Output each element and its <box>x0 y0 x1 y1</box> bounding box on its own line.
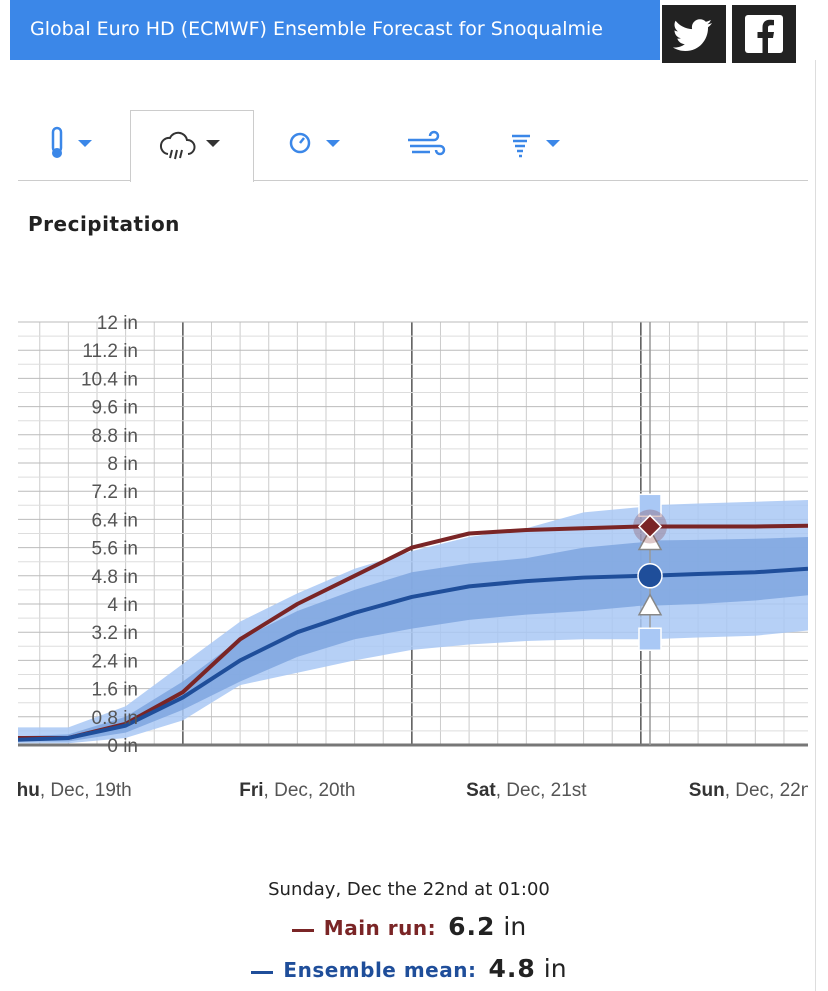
y-tick-label: 2.4 in <box>92 651 138 672</box>
facebook-icon <box>745 15 783 53</box>
y-tick-label: 5.6 in <box>92 539 138 560</box>
tooltip-label: Ensemble mean: <box>283 958 477 982</box>
y-tick-label: 1.6 in <box>92 680 138 701</box>
marker-square <box>638 627 662 651</box>
x-tick-date: , Dec, 21st <box>496 780 588 801</box>
facebook-button[interactable] <box>732 5 796 63</box>
precipitation-tab[interactable] <box>159 131 220 160</box>
tooltip-unit: in <box>543 954 567 983</box>
chart: Thu, Dec, 19th Fri, Dec, 20th Sat, Dec, 21… <box>5 313 820 801</box>
series-line <box>18 566 808 742</box>
plot-area: Thu, Dec, 19th Fri, Dec, 20th Sat, Dec, 21… <box>5 321 820 801</box>
x-tick-date: , Dec, 22nd <box>725 780 820 801</box>
section-title: Precipitation <box>28 212 180 236</box>
y-tick-label: 8.8 in <box>92 426 138 447</box>
ensemble-band <box>18 537 808 742</box>
twitter-icon <box>672 19 712 51</box>
marker-circle <box>637 563 663 589</box>
x-tick-label: Sat, Dec, 21st <box>466 780 587 801</box>
header-title: Global Euro HD (ECMWF) Ensemble Forecast… <box>10 0 660 60</box>
x-tick-date: , Dec, 19th <box>40 780 132 801</box>
active-tab[interactable] <box>130 110 254 182</box>
tooltip-main-row: Main run: 6.2 in <box>0 912 818 941</box>
y-tick-label: 7.2 in <box>92 482 138 503</box>
y-tick-label: 12 in <box>97 313 138 334</box>
temperature-tab[interactable] <box>51 126 92 158</box>
series-line <box>18 523 808 740</box>
tooltip-swatch <box>251 971 274 974</box>
wind-tab[interactable] <box>408 130 446 156</box>
y-tick-label: 4 in <box>107 595 138 616</box>
x-tick-weekday: Sat <box>466 780 496 801</box>
x-tick-label: Thu, Dec, 19th <box>5 780 132 801</box>
tooltip-label: Main run: <box>323 916 437 940</box>
y-tick-label: 9.6 in <box>92 398 138 419</box>
y-tick-label: 4.8 in <box>92 567 138 588</box>
marker-triangle <box>637 593 663 616</box>
y-tick-label: 8 in <box>107 454 138 475</box>
y-tick-label: 10.4 in <box>81 369 138 390</box>
tooltip-unit: in <box>503 912 527 941</box>
tooltip-swatch <box>291 929 314 932</box>
border <box>815 60 816 991</box>
marker-triangle <box>637 527 663 551</box>
tooltip-value: 6.2 <box>448 912 496 941</box>
facebook-glyph <box>757 19 774 53</box>
tooltip-value: 4.8 <box>488 954 536 983</box>
y-tick-label: 11.2 in <box>82 341 138 362</box>
storm-tab[interactable] <box>512 134 560 158</box>
y-tick-label: 0.8 in <box>92 708 138 729</box>
x-tick-weekday: Fri <box>239 780 263 801</box>
tab-icons <box>51 126 560 160</box>
y-tick-label: 0 in <box>107 736 138 757</box>
tooltip-time: Sunday, Dec the 22nd at 01:00 <box>268 879 550 900</box>
twitter-glyph <box>672 19 712 51</box>
x-tick-date: , Dec, 20th <box>264 780 356 801</box>
twitter-button[interactable] <box>662 5 726 63</box>
tab-divider <box>18 180 808 181</box>
y-tick-label: 6.4 in <box>92 510 138 531</box>
x-tick-label: Fri, Dec, 20th <box>239 780 355 801</box>
x-tick-weekday: Thu <box>5 780 40 801</box>
pressure-tab[interactable] <box>289 132 340 154</box>
x-tick-label: Sun, Dec, 22nd <box>689 780 820 801</box>
y-tick-label: 3.2 in <box>92 623 138 644</box>
x-tick-weekday: Sun <box>689 780 725 801</box>
marker-diamond <box>637 514 663 539</box>
tooltip-mean-row: Ensemble mean: 4.8 in <box>0 954 818 983</box>
